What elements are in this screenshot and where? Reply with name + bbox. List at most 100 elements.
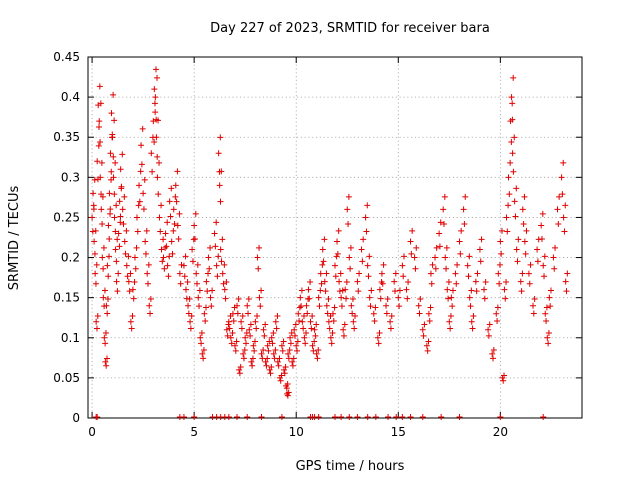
data-point <box>320 258 327 265</box>
data-point <box>338 294 345 301</box>
data-point <box>404 295 411 302</box>
data-point <box>460 206 467 213</box>
data-point <box>513 246 520 253</box>
data-point <box>143 227 150 234</box>
data-point <box>228 340 235 347</box>
data-point <box>126 288 133 295</box>
data-point <box>442 254 449 261</box>
data-point <box>288 329 295 336</box>
data-point <box>154 153 161 160</box>
data-point <box>302 340 309 347</box>
data-point <box>502 295 509 302</box>
data-point <box>325 295 332 302</box>
data-point <box>98 159 105 166</box>
data-point <box>544 334 551 341</box>
data-point <box>111 191 118 198</box>
data-point <box>392 288 399 295</box>
data-point <box>494 304 501 311</box>
data-point <box>541 253 548 260</box>
data-point <box>294 338 301 345</box>
data-point <box>531 295 538 302</box>
data-point <box>106 190 113 197</box>
data-point <box>167 213 174 220</box>
data-point <box>114 288 121 295</box>
data-point <box>255 265 262 272</box>
data-point <box>326 325 333 332</box>
data-point <box>468 318 475 325</box>
data-point <box>457 250 464 257</box>
data-point <box>558 174 565 181</box>
data-point <box>314 355 321 362</box>
data-point <box>237 363 244 370</box>
data-point <box>538 222 545 229</box>
data-point <box>278 414 285 420</box>
data-point <box>412 265 419 272</box>
data-point <box>321 278 328 285</box>
data-point <box>239 312 246 319</box>
data-point <box>149 168 156 175</box>
data-point <box>446 318 453 325</box>
data-point <box>272 318 279 325</box>
data-point <box>285 389 292 396</box>
data-point <box>266 338 273 345</box>
data-point <box>202 304 209 311</box>
data-point <box>225 318 232 325</box>
data-point <box>265 347 272 354</box>
data-point <box>340 332 347 339</box>
data-point <box>415 302 422 309</box>
data-point <box>405 278 412 285</box>
data-point <box>160 254 167 261</box>
data-point <box>188 312 195 319</box>
data-point <box>432 254 439 261</box>
data-point <box>258 414 265 420</box>
data-point <box>317 287 324 294</box>
data-point <box>95 142 102 149</box>
data-point <box>490 346 497 353</box>
data-point <box>518 288 525 295</box>
data-point <box>208 303 215 310</box>
data-point <box>313 321 320 328</box>
y-tick-label: 0 <box>72 411 80 425</box>
data-point <box>119 206 126 213</box>
data-point <box>489 355 496 362</box>
data-point <box>424 347 431 354</box>
data-point <box>217 246 224 253</box>
data-point <box>152 109 159 116</box>
data-point <box>354 278 361 285</box>
data-point <box>189 258 196 265</box>
data-point <box>201 310 208 317</box>
data-point <box>238 318 245 325</box>
data-point <box>287 340 294 347</box>
data-point <box>360 236 367 243</box>
data-point <box>99 193 106 200</box>
data-point <box>482 278 489 285</box>
data-point <box>274 358 281 365</box>
data-point <box>515 236 522 243</box>
data-point <box>307 278 314 285</box>
data-point <box>219 236 226 243</box>
data-point <box>207 294 214 301</box>
data-point <box>152 94 159 101</box>
data-point <box>139 125 146 132</box>
data-point <box>530 302 537 309</box>
data-point <box>323 302 330 309</box>
data-point <box>264 342 271 349</box>
data-point <box>368 287 375 294</box>
data-point <box>395 294 402 301</box>
data-point <box>154 174 161 181</box>
data-point <box>464 262 471 269</box>
data-point <box>443 244 450 251</box>
data-point <box>550 254 557 261</box>
data-point <box>329 310 336 317</box>
data-point <box>213 219 220 226</box>
data-point <box>318 280 325 287</box>
x-tick-label: 5 <box>190 425 198 439</box>
data-point <box>350 318 357 325</box>
data-point <box>331 304 338 311</box>
data-point <box>474 270 481 277</box>
data-point <box>496 261 503 268</box>
data-point <box>347 244 354 251</box>
data-point <box>311 326 318 333</box>
data-point <box>376 329 383 336</box>
data-point <box>407 238 414 245</box>
